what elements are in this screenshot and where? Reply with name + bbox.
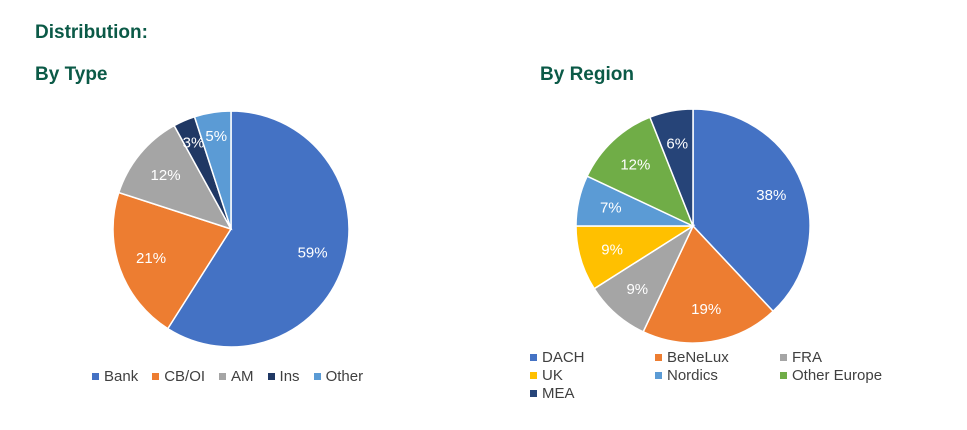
type-legend-swatch-cb-oi	[152, 373, 160, 380]
type-slice-cb-oi	[112, 191, 233, 330]
region-slice-other-europe	[586, 116, 695, 228]
type-legend-item-bank: Bank	[92, 368, 138, 385]
type-legend-label-other: Other	[325, 368, 364, 385]
type-label-ins: 3%	[183, 134, 205, 151]
region-legend-item-other-europe: Other Europe	[780, 367, 905, 384]
region-label-nordics: 7%	[600, 200, 622, 217]
region-label-uk: 9%	[601, 242, 623, 259]
type-legend-item-ins: Ins	[267, 368, 300, 385]
type-legend-item-am: AM	[219, 368, 254, 385]
region-legend-swatch-mea	[530, 390, 537, 397]
region-label-other-europe: 12%	[620, 157, 650, 174]
type-legend-label-cb-oi: CB/OI	[164, 368, 206, 385]
type-legend-label-bank: Bank	[104, 368, 139, 385]
region-slice-mea	[648, 108, 694, 227]
region-legend-item-uk: UK	[530, 367, 655, 384]
region-slice-benelux	[642, 224, 775, 344]
chart-title-by-type: By Type	[35, 64, 108, 85]
type-legend-swatch-bank	[92, 373, 99, 380]
type-label-bank: 59%	[298, 245, 328, 262]
type-slice-other	[193, 110, 232, 230]
region-legend-swatch-other-europe	[780, 372, 787, 379]
region-legend-label-mea: MEA	[542, 385, 575, 402]
region-label-fra: 9%	[626, 281, 648, 298]
type-slice-bank	[166, 110, 350, 348]
region-legend-item-nordics: Nordics	[655, 367, 780, 384]
region-slice-dach	[692, 108, 811, 313]
type-legend-item-cb-oi: CB/OI	[152, 368, 205, 385]
region-legend-swatch-uk	[530, 372, 537, 379]
region-legend-label-benelux: BeNeLux	[667, 349, 729, 366]
region-legend-swatch-nordics	[655, 372, 662, 379]
region-label-mea: 6%	[666, 135, 688, 152]
region-legend: DACH BeNeLux FRA UK Nordics Other Europe MEA	[530, 349, 905, 402]
type-legend: Bank CB/OI AM Ins Other	[92, 368, 363, 385]
type-slice-am	[117, 124, 233, 231]
type-legend-label-ins: Ins	[279, 368, 300, 385]
type-legend-label-am: AM	[231, 368, 254, 385]
type-label-am: 12%	[151, 167, 181, 184]
region-legend-label-uk: UK	[542, 367, 563, 384]
type-legend-swatch-am	[219, 373, 227, 380]
type-legend-item-other: Other	[313, 368, 364, 385]
region-legend-item-benelux: BeNeLux	[655, 349, 780, 366]
chart-title-by-region: By Region	[540, 64, 634, 85]
type-legend-swatch-other	[313, 373, 321, 380]
region-legend-item-dach: DACH	[530, 349, 655, 366]
type-legend-swatch-ins	[267, 373, 275, 380]
region-label-benelux: 19%	[691, 301, 721, 318]
region-legend-swatch-dach	[530, 354, 537, 361]
page-title: Distribution:	[35, 22, 148, 43]
region-legend-label-nordics: Nordics	[667, 367, 718, 384]
type-label-cb-oi: 21%	[136, 250, 166, 267]
region-legend-item-mea: MEA	[530, 385, 655, 402]
region-legend-label-other-europe: Other Europe	[792, 367, 883, 384]
region-legend-label-fra: FRA	[792, 349, 822, 366]
region-legend-swatch-benelux	[655, 354, 662, 361]
region-legend-item-fra: FRA	[780, 349, 905, 366]
region-label-dach: 38%	[756, 187, 786, 204]
type-label-other: 5%	[205, 128, 227, 145]
region-legend-swatch-fra	[780, 354, 787, 361]
region-legend-label-dach: DACH	[542, 349, 585, 366]
